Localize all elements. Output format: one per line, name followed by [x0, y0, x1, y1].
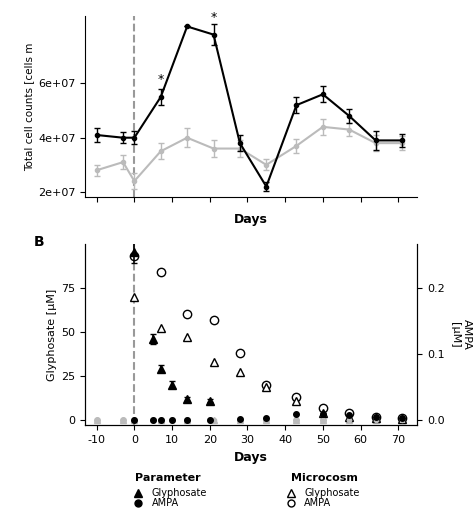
Y-axis label: Total cell counts [cells m: Total cell counts [cells m	[24, 42, 34, 171]
Text: Glyphosate: Glyphosate	[152, 488, 207, 498]
Text: Microcosm: Microcosm	[291, 473, 358, 483]
Text: *: *	[157, 73, 164, 86]
Y-axis label: AMPA
[μM]: AMPA [μM]	[450, 319, 472, 350]
Text: AMPA: AMPA	[152, 498, 179, 508]
Text: *: *	[210, 11, 217, 24]
Text: Parameter: Parameter	[136, 473, 201, 483]
Text: AMPA: AMPA	[304, 498, 331, 508]
Y-axis label: Glyphosate [μM]: Glyphosate [μM]	[47, 289, 57, 381]
X-axis label: Days: Days	[234, 451, 268, 464]
Text: Glyphosate: Glyphosate	[304, 488, 360, 498]
X-axis label: Days: Days	[234, 213, 268, 226]
Text: B: B	[34, 235, 45, 249]
